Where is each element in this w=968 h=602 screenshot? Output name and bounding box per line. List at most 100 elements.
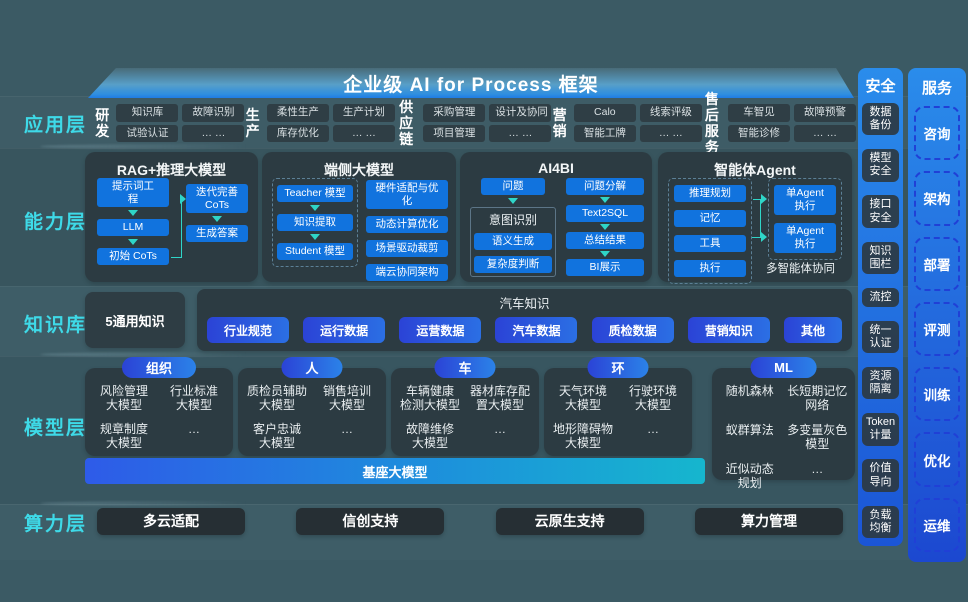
node-edge-optimization: 端云协同架构: [366, 264, 448, 282]
app-group-name: 供应链: [399, 98, 414, 148]
model-group-vehicle: 车 车辆健康 检测大模型 器材库存配 置大模型 故障维修 大模型…: [391, 357, 539, 456]
model-group-header: 环: [587, 357, 649, 378]
node-student-model: Student 模型: [277, 243, 353, 260]
panel-edge-model: 端侧大模型 Teacher 模型 知识提取 Student 模型 硬件适配与优 …: [262, 152, 456, 282]
arrow-down-icon: [600, 224, 610, 230]
compute-item: 云原生支持: [495, 507, 644, 535]
model-cell: 风险管理 大模型: [99, 384, 148, 413]
node-edge-optimization: 动态计算优化: [366, 216, 448, 234]
node-llm: LLM: [97, 219, 169, 237]
arrow-down-icon: [128, 210, 138, 217]
label-knowledge-layer: 知识库: [24, 315, 88, 336]
compute-item: 信创支持: [296, 507, 445, 535]
model-cell: 行业标准 大模型: [169, 384, 218, 413]
node-edge-optimization: 硬件适配与优 化: [366, 180, 448, 210]
app-group-name: 研发: [95, 106, 110, 139]
model-cell: 规章制度 大模型: [99, 421, 148, 451]
app-group-after-sales: 售后服务 车智见 故障预警 智能诊修… …: [702, 91, 857, 155]
app-group-name: 营销: [552, 106, 567, 139]
node-iterate-cots: 迭代完善 CoTs: [186, 184, 248, 214]
app-pill: 设计及协同: [489, 103, 552, 122]
app-pill-grid: 车智见 故障预警 智能诊修… …: [728, 103, 857, 143]
model-cell: 多变量灰色 模型: [787, 422, 848, 452]
compute-layer-row: 多云适配 信创支持 云原生支持 算力管理: [85, 507, 855, 535]
knowledge-pill-row: 行业规范 运行数据 运营数据 汽车数据 质检数据 营销知识 其他: [197, 312, 852, 343]
node-agent-module: 执行: [674, 260, 746, 277]
node-agent-module: 推理规划: [674, 185, 746, 202]
connector-line: [753, 199, 760, 200]
node-question: 问题: [481, 178, 545, 195]
automotive-knowledge-title: 汽车知识: [499, 297, 550, 311]
node-text2sql: Text2SQL: [566, 205, 644, 222]
security-item: 模型 安全: [862, 149, 899, 182]
model-group-header: 车: [434, 357, 496, 378]
app-pill: 故障识别: [182, 103, 245, 122]
app-group-name: 生产: [245, 106, 260, 139]
security-item: 统一 认证: [862, 320, 899, 354]
model-cell: 天气环境 大模型: [558, 384, 607, 413]
arrow-down-icon: [128, 239, 138, 246]
model-group-header: 组织: [121, 357, 197, 378]
app-pill-grid: 采购管理 设计及协同 项目管理… …: [423, 103, 552, 143]
model-cell: 长短期记忆 网络: [787, 384, 848, 413]
arrow-right-icon: [180, 194, 186, 204]
panel-title: RAG+推理大模型: [116, 162, 227, 178]
app-pill: 库存优化: [266, 124, 329, 143]
model-group-header: 人: [281, 357, 343, 378]
arrow-down-icon: [600, 197, 610, 203]
security-item: 资源 隔离: [862, 366, 899, 400]
service-item: 部署: [914, 236, 960, 291]
app-pill: 采购管理: [423, 103, 486, 122]
security-title: 安全: [865, 78, 896, 95]
security-item: 数据 备份: [862, 103, 899, 136]
security-item: 价值 导向: [862, 459, 899, 492]
label-application-layer: 应用层: [24, 115, 88, 136]
model-cell: …: [494, 421, 506, 436]
node-generate-answer: 生成答案: [186, 225, 248, 243]
node-teacher-model: Teacher 模型: [277, 185, 353, 202]
model-group-environment: 环 天气环境 大模型 行驶环境 大模型 地形障碍物 大模型 …: [544, 357, 692, 456]
knowledge-pill: 质检数据: [591, 317, 674, 343]
arrow-down-icon: [310, 234, 320, 240]
model-cell: …: [647, 421, 659, 436]
node-bi-display: BI展示: [566, 259, 644, 276]
app-group-production: 生产 柔性生产 生产计划 库存优化… …: [244, 103, 395, 143]
app-pill: … …: [489, 124, 552, 143]
app-pill: … …: [639, 124, 702, 143]
app-pill: 柔性生产: [266, 103, 329, 122]
app-pill: 车智见: [728, 103, 791, 122]
model-cell: 地形障碍物 大模型: [552, 421, 613, 451]
framework-title: 企业级 AI for Process 框架: [343, 74, 599, 96]
arrow-down-icon: [310, 205, 320, 211]
model-cell: 行驶环境 大模型: [628, 384, 677, 413]
app-pill: 线索评级: [639, 103, 702, 122]
general-knowledge-box: 5通用知识: [85, 292, 185, 348]
node-question-decompose: 问题分解: [566, 178, 644, 195]
app-pill: Calo: [573, 103, 636, 122]
app-group-supply-chain: 供应链 采购管理 设计及协同 项目管理… …: [395, 98, 552, 148]
app-pill: 智能工牌: [573, 124, 636, 143]
service-item: 运维: [914, 497, 960, 552]
app-pill: … …: [182, 124, 245, 143]
security-item: 负载 均衡: [862, 505, 899, 538]
arrow-down-icon: [600, 251, 610, 257]
service-item: 评测: [914, 301, 960, 357]
app-pill: 知识库: [116, 103, 179, 122]
node-intent-item: 语义生成: [474, 233, 552, 250]
node-agent-module: 工具: [674, 235, 746, 252]
model-cell: 故障维修 大模型: [405, 421, 454, 451]
knowledge-pill: 营销知识: [687, 317, 770, 343]
multi-agent-caption: 多智能体协同: [766, 263, 835, 275]
service-item: 训练: [914, 367, 960, 422]
connector-line: [171, 199, 182, 258]
compute-item: 算力管理: [694, 507, 843, 535]
arrow-down-icon: [212, 216, 222, 223]
app-pill: 生产计划: [332, 103, 395, 122]
security-item: Token 计量: [862, 413, 899, 446]
knowledge-pill: 运营数据: [399, 317, 482, 343]
panel-agent: 智能体Agent 推理规划 记忆 工具 执行 单Agent 执行 单Agent 执行 …: [658, 152, 852, 284]
arrow-right-icon: [761, 194, 767, 204]
app-pill: 智能诊修: [728, 124, 791, 143]
model-cell: 销售培训 大模型: [322, 384, 371, 413]
